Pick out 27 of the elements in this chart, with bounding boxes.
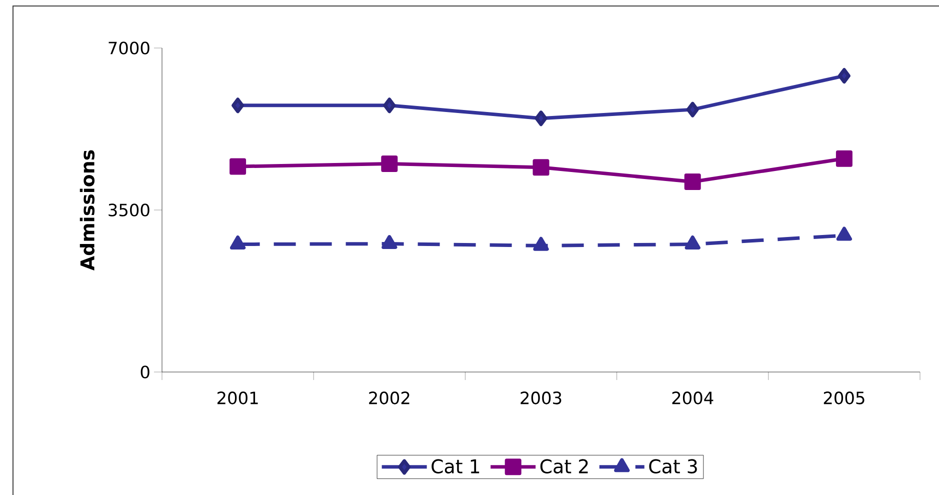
x-tick-label: 2001: [217, 392, 258, 404]
point: [532, 159, 550, 176]
legend-label: Cat 2: [540, 459, 588, 474]
point: [686, 102, 699, 118]
x-tick-label: 2005: [824, 392, 864, 404]
x-tick-label: 2002: [369, 392, 410, 404]
y-tick-label: 0: [140, 366, 150, 378]
y-axis-title: Admissions: [80, 150, 95, 270]
point: [838, 68, 850, 84]
point: [684, 236, 700, 250]
point: [836, 150, 852, 167]
point: [534, 110, 548, 126]
x-tick-label: 2004: [672, 392, 714, 404]
point: [230, 236, 246, 250]
legend-label: Cat 1: [432, 459, 480, 474]
point: [381, 155, 398, 172]
y-tick-label: 3500: [108, 204, 150, 216]
point: [383, 98, 396, 114]
y-tick-label: 7000: [108, 42, 150, 54]
point: [533, 236, 549, 251]
point: [232, 98, 244, 114]
point: [684, 174, 701, 190]
legend-label: Cat 3: [649, 459, 697, 474]
point: [382, 235, 398, 250]
x-tick-label: 2003: [520, 392, 562, 404]
point: [836, 226, 852, 241]
point: [230, 158, 246, 175]
